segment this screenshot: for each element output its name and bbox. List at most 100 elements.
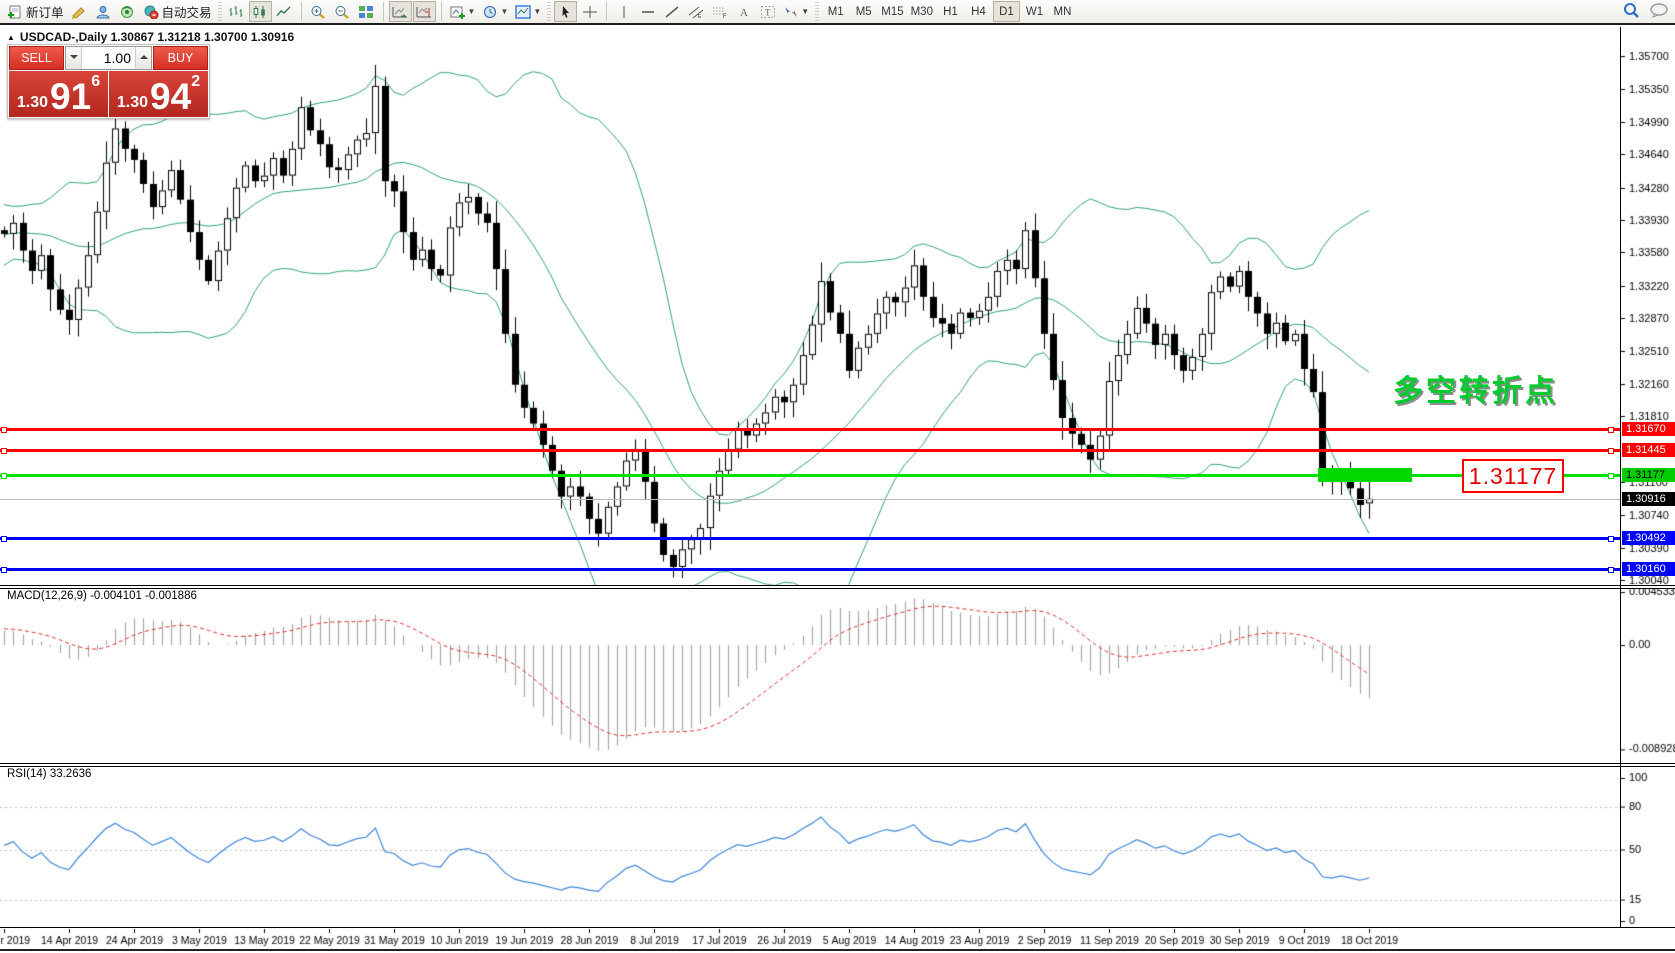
buy-price-button[interactable]: 1.30 94 2	[109, 71, 208, 117]
indicators-icon	[450, 6, 465, 19]
one-click-trading-panel: SELL BUY 1.30 91 6 1.30 94 2	[7, 44, 210, 119]
cursor-button[interactable]	[554, 1, 578, 22]
caret-up-icon	[140, 51, 148, 59]
timeframe-m5-button[interactable]: M5	[850, 1, 877, 22]
timeframe-m1-button[interactable]: M1	[822, 1, 849, 22]
timeframe-h1-button[interactable]: H1	[937, 1, 964, 22]
timeframe-mn-button[interactable]: MN	[1049, 1, 1076, 22]
text-button[interactable]: A	[732, 1, 755, 22]
volume-input[interactable]	[82, 47, 135, 69]
auto-trading-icon	[144, 5, 159, 19]
chat-icon[interactable]	[1650, 3, 1669, 18]
line-handle[interactable]	[1608, 566, 1614, 573]
zoom-out-icon	[335, 5, 349, 19]
new-order-label: 新订单	[26, 6, 64, 20]
crayon-button[interactable]	[68, 1, 91, 22]
sell-price-button[interactable]: 1.30 91 6	[9, 71, 108, 117]
line-handle[interactable]	[1, 447, 7, 454]
signal-button[interactable]	[116, 1, 139, 22]
window-bottom-border	[0, 949, 1675, 951]
trendline-button[interactable]	[660, 1, 683, 22]
timeframe-m15-button[interactable]: M15	[878, 1, 906, 22]
horizontal-line-button[interactable]	[636, 1, 659, 22]
auto-scroll-icon	[392, 6, 408, 18]
pivot-price-box[interactable]: 1.31177	[1462, 459, 1564, 493]
arrows-button[interactable]: ▼	[780, 1, 812, 22]
price-badge: 1.31670	[1622, 422, 1675, 436]
svg-text:E: E	[698, 14, 702, 19]
volume-decrease-button[interactable]	[66, 47, 82, 69]
vertical-line-button[interactable]	[612, 1, 635, 22]
sell-button[interactable]: SELL	[9, 46, 64, 70]
line-handle[interactable]	[1, 566, 7, 573]
buy-price-pip: 2	[191, 73, 201, 90]
volume-increase-button[interactable]	[135, 47, 151, 69]
crosshair-icon	[582, 5, 597, 18]
highlight-rectangle[interactable]	[1318, 468, 1412, 482]
pane-separator[interactable]	[0, 585, 1675, 589]
zoom-out-button[interactable]	[331, 1, 354, 22]
candlestick-icon	[253, 5, 265, 18]
chart-canvas[interactable]	[0, 27, 1675, 953]
new-order-button[interactable]: 新订单	[4, 1, 67, 22]
indicators-button[interactable]: ▼	[447, 1, 479, 22]
crayon-icon	[72, 6, 85, 19]
vertical-line-icon	[623, 5, 625, 18]
caret-down-icon	[70, 55, 78, 63]
line-handle[interactable]	[1608, 447, 1614, 454]
zoom-in-button[interactable]	[307, 1, 330, 22]
line-handle[interactable]	[1608, 426, 1614, 433]
toolbar-grip	[217, 2, 222, 21]
crosshair-button[interactable]	[578, 1, 601, 22]
auto-trading-button[interactable]: 自动交易	[140, 1, 215, 22]
turning-point-annotation[interactable]: 多空转折点	[1393, 375, 1558, 408]
pane-separator[interactable]	[0, 763, 1675, 767]
profile-button[interactable]	[92, 1, 115, 22]
dropdown-arrow-icon: ▼	[467, 7, 476, 16]
buy-button[interactable]: BUY	[153, 46, 208, 70]
periods-button[interactable]: ▼	[479, 1, 511, 22]
channel-button[interactable]: E	[684, 1, 707, 22]
timeframe-h4-button[interactable]: H4	[965, 1, 992, 22]
macd-indicator-label: MACD(12,26,9) -0.004101 -0.001886	[7, 590, 197, 602]
dropdown-arrow-icon: ▼	[533, 7, 542, 16]
pane-separator	[0, 927, 1675, 928]
templates-icon	[515, 4, 532, 19]
clock-icon	[484, 5, 497, 18]
toolbar-separator	[606, 2, 608, 21]
pivot-line[interactable]	[0, 472, 1620, 479]
line-handle[interactable]	[1, 472, 7, 479]
bar-chart-button[interactable]	[225, 1, 248, 22]
collapse-triangle-icon[interactable]: ▲	[7, 32, 15, 42]
horizontal-line-icon	[641, 10, 654, 13]
auto-scroll-button[interactable]	[388, 1, 412, 22]
dropdown-arrow-icon: ▼	[500, 7, 509, 16]
profile-icon	[96, 5, 110, 18]
resistance-line-2[interactable]	[0, 447, 1620, 454]
line-chart-icon	[276, 6, 291, 16]
svg-text:A: A	[740, 7, 748, 19]
trendline-icon	[665, 5, 679, 18]
line-handle[interactable]	[1608, 472, 1614, 479]
search-icon[interactable]	[1623, 2, 1640, 19]
line-chart-button[interactable]	[273, 1, 296, 22]
chart-shift-button[interactable]	[412, 1, 436, 22]
fibonacci-button[interactable]: F	[708, 1, 731, 22]
line-handle[interactable]	[1608, 535, 1614, 542]
text-label-button[interactable]: T	[756, 1, 779, 22]
support-line-1[interactable]	[0, 535, 1620, 542]
timeframe-w1-button[interactable]: W1	[1021, 1, 1048, 22]
svg-text:F: F	[723, 14, 727, 19]
buy-price-base: 1.30	[116, 94, 149, 111]
templates-button[interactable]: ▼	[512, 1, 544, 22]
timeframe-m30-button[interactable]: M30	[908, 1, 936, 22]
line-handle[interactable]	[1, 535, 7, 542]
timeframe-d1-button[interactable]: D1	[992, 1, 1020, 22]
toolbar-separator	[300, 2, 302, 21]
candlestick-chart-button[interactable]	[248, 1, 272, 22]
tile-windows-button[interactable]	[355, 1, 378, 22]
support-line-2[interactable]	[0, 566, 1620, 573]
toolbar-separator	[440, 2, 442, 21]
line-handle[interactable]	[1, 426, 7, 433]
resistance-line-1[interactable]	[0, 426, 1620, 433]
